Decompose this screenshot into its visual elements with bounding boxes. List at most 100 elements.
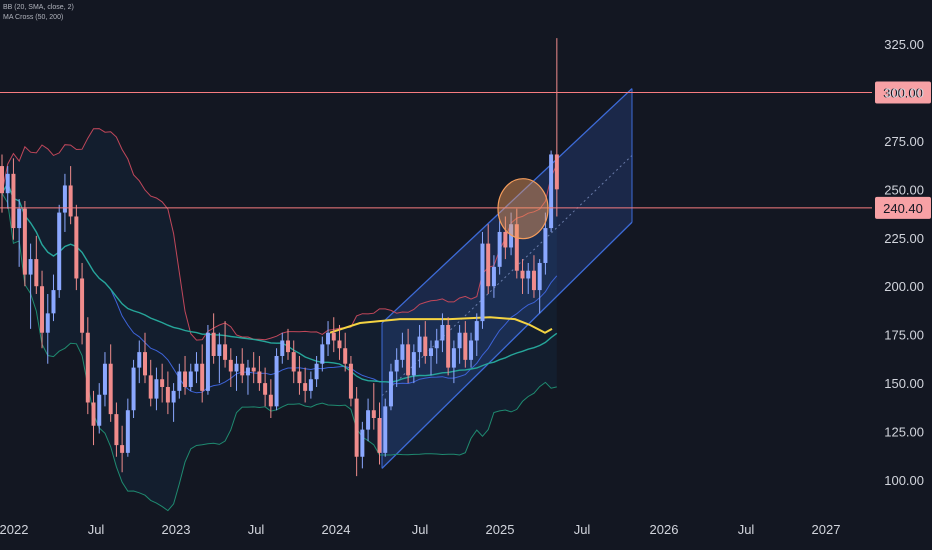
candle-up — [320, 344, 325, 364]
x-tick-label: 2023 — [162, 522, 191, 537]
candle-down — [486, 243, 491, 287]
candle-up — [57, 212, 62, 291]
candle-down — [446, 324, 451, 368]
y-tick-label: 225.00 — [884, 231, 924, 246]
x-tick-label: 2022 — [0, 522, 28, 537]
y-axis[interactable]: 100.00 125.00 150.00 175.00 200.00 225.00 250.… — [884, 37, 924, 488]
candle-down — [22, 208, 27, 275]
candle-up — [177, 371, 182, 391]
candle-up — [549, 154, 554, 229]
bollinger-band-fill — [2, 128, 557, 511]
horizontal-levels[interactable]: 300.00 240.40 — [0, 81, 931, 219]
candle-up — [188, 371, 193, 387]
candle-up — [543, 228, 548, 263]
candle-down — [377, 417, 382, 453]
candle-up — [154, 379, 159, 399]
candle-up — [537, 262, 542, 291]
indicator-legend: BB (20, SMA, close, 2) MA Cross (50, 200… — [3, 3, 74, 23]
candle-down — [348, 363, 353, 399]
candle-down — [200, 363, 205, 391]
x-tick-label: 2025 — [486, 522, 515, 537]
candle-up — [28, 259, 33, 275]
x-tick-label: 2024 — [322, 522, 351, 537]
x-tick-label: Jul — [574, 522, 591, 537]
candle-up — [62, 185, 67, 213]
candle-down — [303, 383, 308, 391]
x-axis[interactable]: 2022 Jul 2023 Jul 2024 Jul 2025 Jul 2026 Jul 2027 — [0, 522, 840, 537]
y-tick-label: 200.00 — [884, 279, 924, 294]
candle-up — [457, 332, 462, 349]
candle-up — [97, 394, 102, 426]
candle-down — [0, 166, 4, 194]
candles — [0, 38, 559, 477]
candle-up — [194, 363, 199, 372]
y-tick-label: 150.00 — [884, 376, 924, 391]
candle-down — [91, 402, 96, 426]
y-tick-label: 100.00 — [884, 473, 924, 488]
candle-down — [85, 332, 90, 403]
candle-up — [274, 355, 279, 407]
ma50-line — [1, 181, 558, 383]
candle-up — [360, 429, 365, 457]
candle-down — [503, 231, 508, 248]
candle-down — [291, 352, 296, 372]
channel-fill — [382, 88, 632, 469]
candle-up — [440, 324, 445, 341]
level-label: 240.40 — [883, 201, 923, 216]
ma200-line — [329, 316, 553, 334]
highlight-ellipse — [497, 178, 549, 240]
y-tick-label: 275.00 — [884, 134, 924, 149]
bb-band-fill — [2, 128, 557, 511]
candle-up — [383, 406, 388, 453]
candle-up — [308, 379, 313, 391]
candle-up — [474, 321, 479, 341]
candle-up — [51, 290, 56, 314]
candle-up — [205, 332, 210, 391]
candle-down — [68, 185, 73, 217]
candle-up — [137, 352, 142, 368]
candle-up — [394, 359, 399, 372]
candle-down — [120, 445, 125, 453]
candle-down — [343, 348, 348, 364]
x-tick-label: Jul — [738, 522, 755, 537]
candle-up — [400, 344, 405, 360]
candle-down — [286, 340, 290, 353]
candle-up — [388, 371, 393, 407]
candle-down — [40, 286, 45, 333]
candle-up — [217, 344, 222, 356]
legend-bb[interactable]: BB (20, SMA, close, 2) — [3, 4, 74, 11]
channel-upper-line — [381, 88, 633, 324]
candle-down — [463, 332, 468, 360]
candle-up — [280, 340, 285, 356]
level-label-bg — [875, 81, 931, 104]
candle-up — [131, 367, 136, 411]
candle-down — [34, 259, 39, 287]
candle-down — [354, 398, 359, 457]
candle-up — [125, 410, 130, 453]
candle-down — [423, 336, 428, 356]
candle-down — [228, 359, 233, 372]
legend-ma-cross[interactable]: MA Cross (50, 200) — [3, 14, 64, 21]
parallel-channel[interactable] — [381, 88, 633, 469]
candle-down — [223, 344, 228, 360]
x-tick-label: Jul — [412, 522, 429, 537]
candle-down — [337, 340, 342, 349]
candle-down — [11, 173, 16, 229]
candle-up — [491, 266, 496, 287]
candle-down — [183, 371, 188, 387]
candle-down — [263, 383, 268, 395]
level-label-bg — [875, 196, 931, 219]
candle-down — [531, 270, 536, 291]
candle-down — [554, 154, 559, 190]
candle-up — [245, 367, 250, 376]
y-tick-label: 325.00 — [884, 37, 924, 52]
candle-down — [108, 363, 113, 415]
candle-up — [434, 340, 439, 349]
candle-down — [257, 371, 262, 384]
candle-up — [480, 243, 485, 322]
candle-up — [451, 348, 456, 368]
candle-up — [469, 340, 474, 360]
candle-down — [297, 371, 302, 384]
highlight-circle[interactable] — [497, 178, 549, 240]
